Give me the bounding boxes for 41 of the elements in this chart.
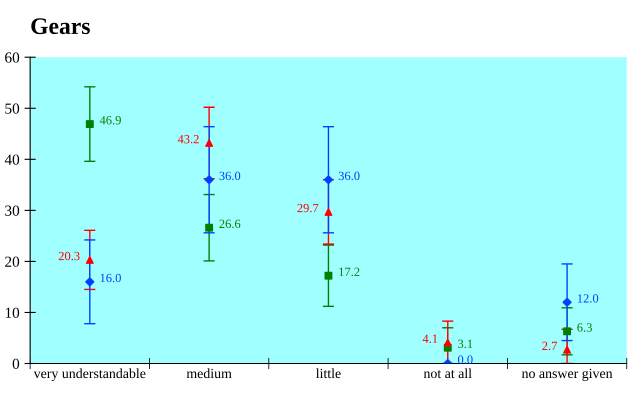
x-tick-label: very understandable (34, 368, 146, 381)
point (86, 120, 94, 128)
data-label: 17.2 (339, 268, 360, 276)
data-label: 4.1 (422, 334, 438, 343)
y-tick-label: 60 (5, 52, 20, 63)
point (562, 298, 572, 307)
x-tick-label: not at all (424, 368, 472, 378)
data-label: 3.1 (458, 340, 472, 348)
y-tick-label: 0 (12, 358, 20, 369)
data-label: 0.0 (458, 355, 473, 364)
data-label: 36.0 (219, 172, 240, 180)
y-tick-label: 40 (4, 154, 20, 165)
data-label: 46.9 (100, 116, 121, 125)
chart-title: Gears (31, 18, 90, 34)
x-tick-label: medium (186, 368, 232, 378)
data-label: 36.0 (338, 172, 360, 180)
y-tick-label: 10 (6, 308, 20, 318)
point (205, 139, 214, 147)
data-label: 26.6 (219, 220, 240, 228)
y-tick-label: 30 (5, 206, 20, 216)
x-tick-label: little (316, 368, 341, 378)
data-label: 12.0 (578, 294, 598, 303)
point (324, 175, 334, 184)
y-tick-label: 20 (5, 256, 20, 267)
point (85, 277, 94, 286)
data-label: 6.3 (577, 323, 592, 332)
data-label: 43.2 (178, 134, 199, 144)
y-tick-label: 50 (5, 103, 20, 114)
data-label: 20.3 (58, 252, 80, 260)
point (86, 256, 94, 264)
point (444, 338, 452, 347)
point (324, 272, 332, 280)
point (204, 175, 214, 184)
data-label: 29.7 (297, 204, 318, 212)
point (563, 327, 572, 336)
point (205, 224, 214, 232)
x-tick-label: no answer given (522, 368, 612, 381)
point (324, 208, 332, 216)
data-label: 2.7 (542, 342, 557, 350)
data-label: 16.0 (100, 274, 121, 282)
point (563, 346, 572, 354)
